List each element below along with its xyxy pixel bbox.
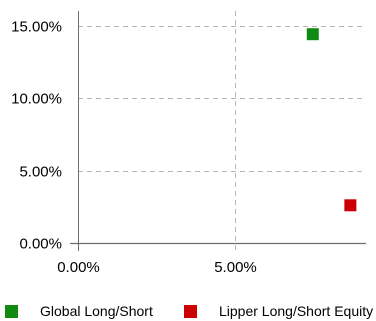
tick-labels: 0.00% 5.00% 10.00% 15.00% 0.00% 5.00% [11,19,257,277]
legend-label-lipper-long-short-equity: Lipper Long/Short Equity [219,303,374,319]
data-point-lipper-long-short-equity [344,199,357,212]
legend-label-global-long-short: Global Long/Short [40,303,153,319]
data-point-global-long-short [306,28,319,41]
legend: Global Long/Short Lipper Long/Short Equi… [0,301,376,321]
y-tick-label: 5.00% [19,164,62,181]
x-tick-label: 0.00% [57,259,100,276]
x-tick-label: 5.00% [214,259,257,276]
legend-swatch-global-long-short [5,304,18,318]
scatter-chart: 0.00% 5.00% 10.00% 15.00% 0.00% 5.00% [11,11,366,277]
legend-item-lipper-long-short-equity: Lipper Long/Short Equity [184,301,373,321]
y-tick-label: 0.00% [19,236,62,253]
grid-lines [78,11,366,251]
data-points [306,28,357,212]
y-tick-label: 15.00% [11,19,62,36]
axes [70,11,366,251]
legend-item-global-long-short: Global Long/Short [5,301,153,321]
y-tick-label: 10.00% [11,91,62,108]
legend-swatch-lipper-long-short-equity [184,304,197,318]
